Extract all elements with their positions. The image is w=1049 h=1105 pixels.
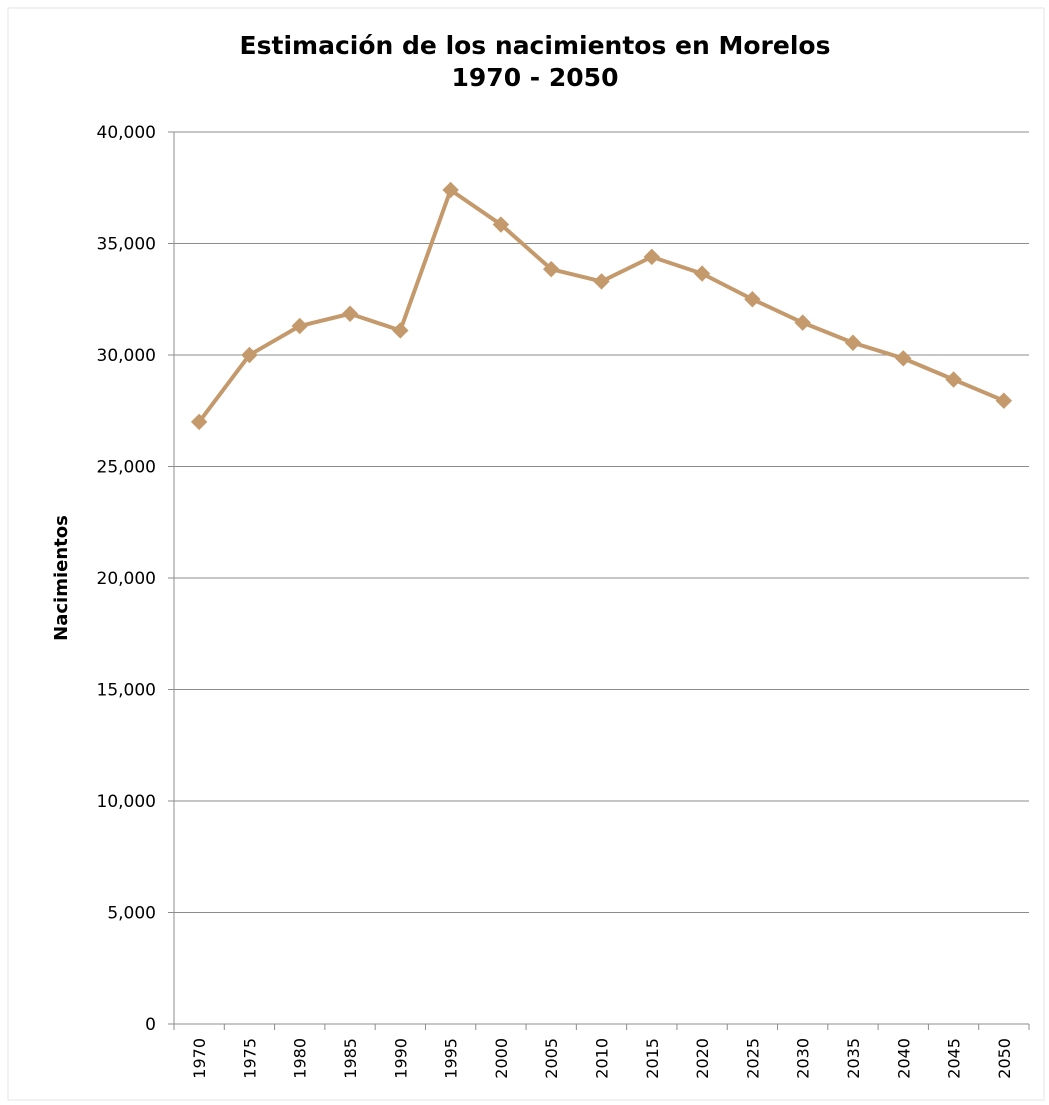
chart-title: Estimación de los nacimientos en Morelos (240, 31, 831, 60)
data-point-marker (693, 265, 711, 282)
x-tick-label: 2020 (693, 1038, 712, 1079)
y-tick-label: 25,000 (97, 458, 156, 478)
data-point-marker (844, 334, 862, 351)
x-tick-label: 1995 (442, 1038, 461, 1079)
x-tick-label: 2030 (794, 1038, 813, 1079)
data-point-marker (291, 317, 308, 335)
x-tick-label: 2000 (492, 1038, 511, 1079)
x-tick-label: 1975 (240, 1038, 259, 1079)
data-point-marker (492, 216, 510, 233)
y-axis-ticks: 0 5,000 10,000 15,000 20,000 25,000 30,000 35,0… (97, 123, 174, 1035)
x-tick-label: 2015 (643, 1038, 662, 1079)
y-tick-label: 10,000 (97, 792, 156, 812)
data-point-marker (995, 392, 1013, 409)
data-point-marker (593, 273, 610, 290)
x-tick-label: 1980 (291, 1038, 310, 1079)
chart-subtitle: 1970 - 2050 (452, 63, 619, 92)
data-point-marker (341, 305, 359, 322)
data-point-marker (241, 346, 258, 364)
data-point-marker (744, 291, 761, 308)
data-point-marker (190, 413, 208, 431)
x-tick-label: 2025 (743, 1038, 762, 1079)
chart-border (7, 7, 1045, 1101)
x-tick-label: 2035 (844, 1038, 863, 1079)
y-tick-label: 35,000 (97, 235, 156, 255)
data-point-marker (643, 248, 661, 266)
y-tick-label: 15,000 (97, 681, 156, 701)
x-tick-label: 1985 (341, 1038, 360, 1079)
data-point-marker (442, 181, 459, 199)
x-tick-label: 2040 (894, 1038, 913, 1079)
x-axis-ticks: 1970 1975 1980 1985 1990 1995 2000 2005 2010 2015… (173, 1024, 1030, 1079)
data-point-marker (542, 260, 560, 278)
y-tick-label: 5,000 (107, 904, 156, 924)
x-tick-label: 2010 (593, 1038, 612, 1079)
data-point-marker (895, 350, 912, 367)
x-tick-label: 2050 (995, 1038, 1014, 1079)
x-tick-label: 1970 (190, 1038, 209, 1079)
y-tick-label: 40,000 (97, 123, 156, 143)
y-tick-label: 30,000 (97, 346, 156, 366)
data-point-marker (945, 371, 962, 388)
series-layer (190, 181, 1013, 431)
data-point-marker (794, 314, 811, 331)
y-tick-label: 0 (145, 1015, 156, 1035)
x-tick-label: 2005 (542, 1038, 561, 1079)
x-tick-label: 1990 (391, 1038, 410, 1079)
y-axis-label: Nacimientos (51, 515, 72, 641)
gridlines (174, 131, 1029, 913)
x-tick-label: 2045 (945, 1038, 964, 1079)
data-point-marker (392, 322, 409, 339)
y-tick-label: 20,000 (97, 569, 156, 589)
